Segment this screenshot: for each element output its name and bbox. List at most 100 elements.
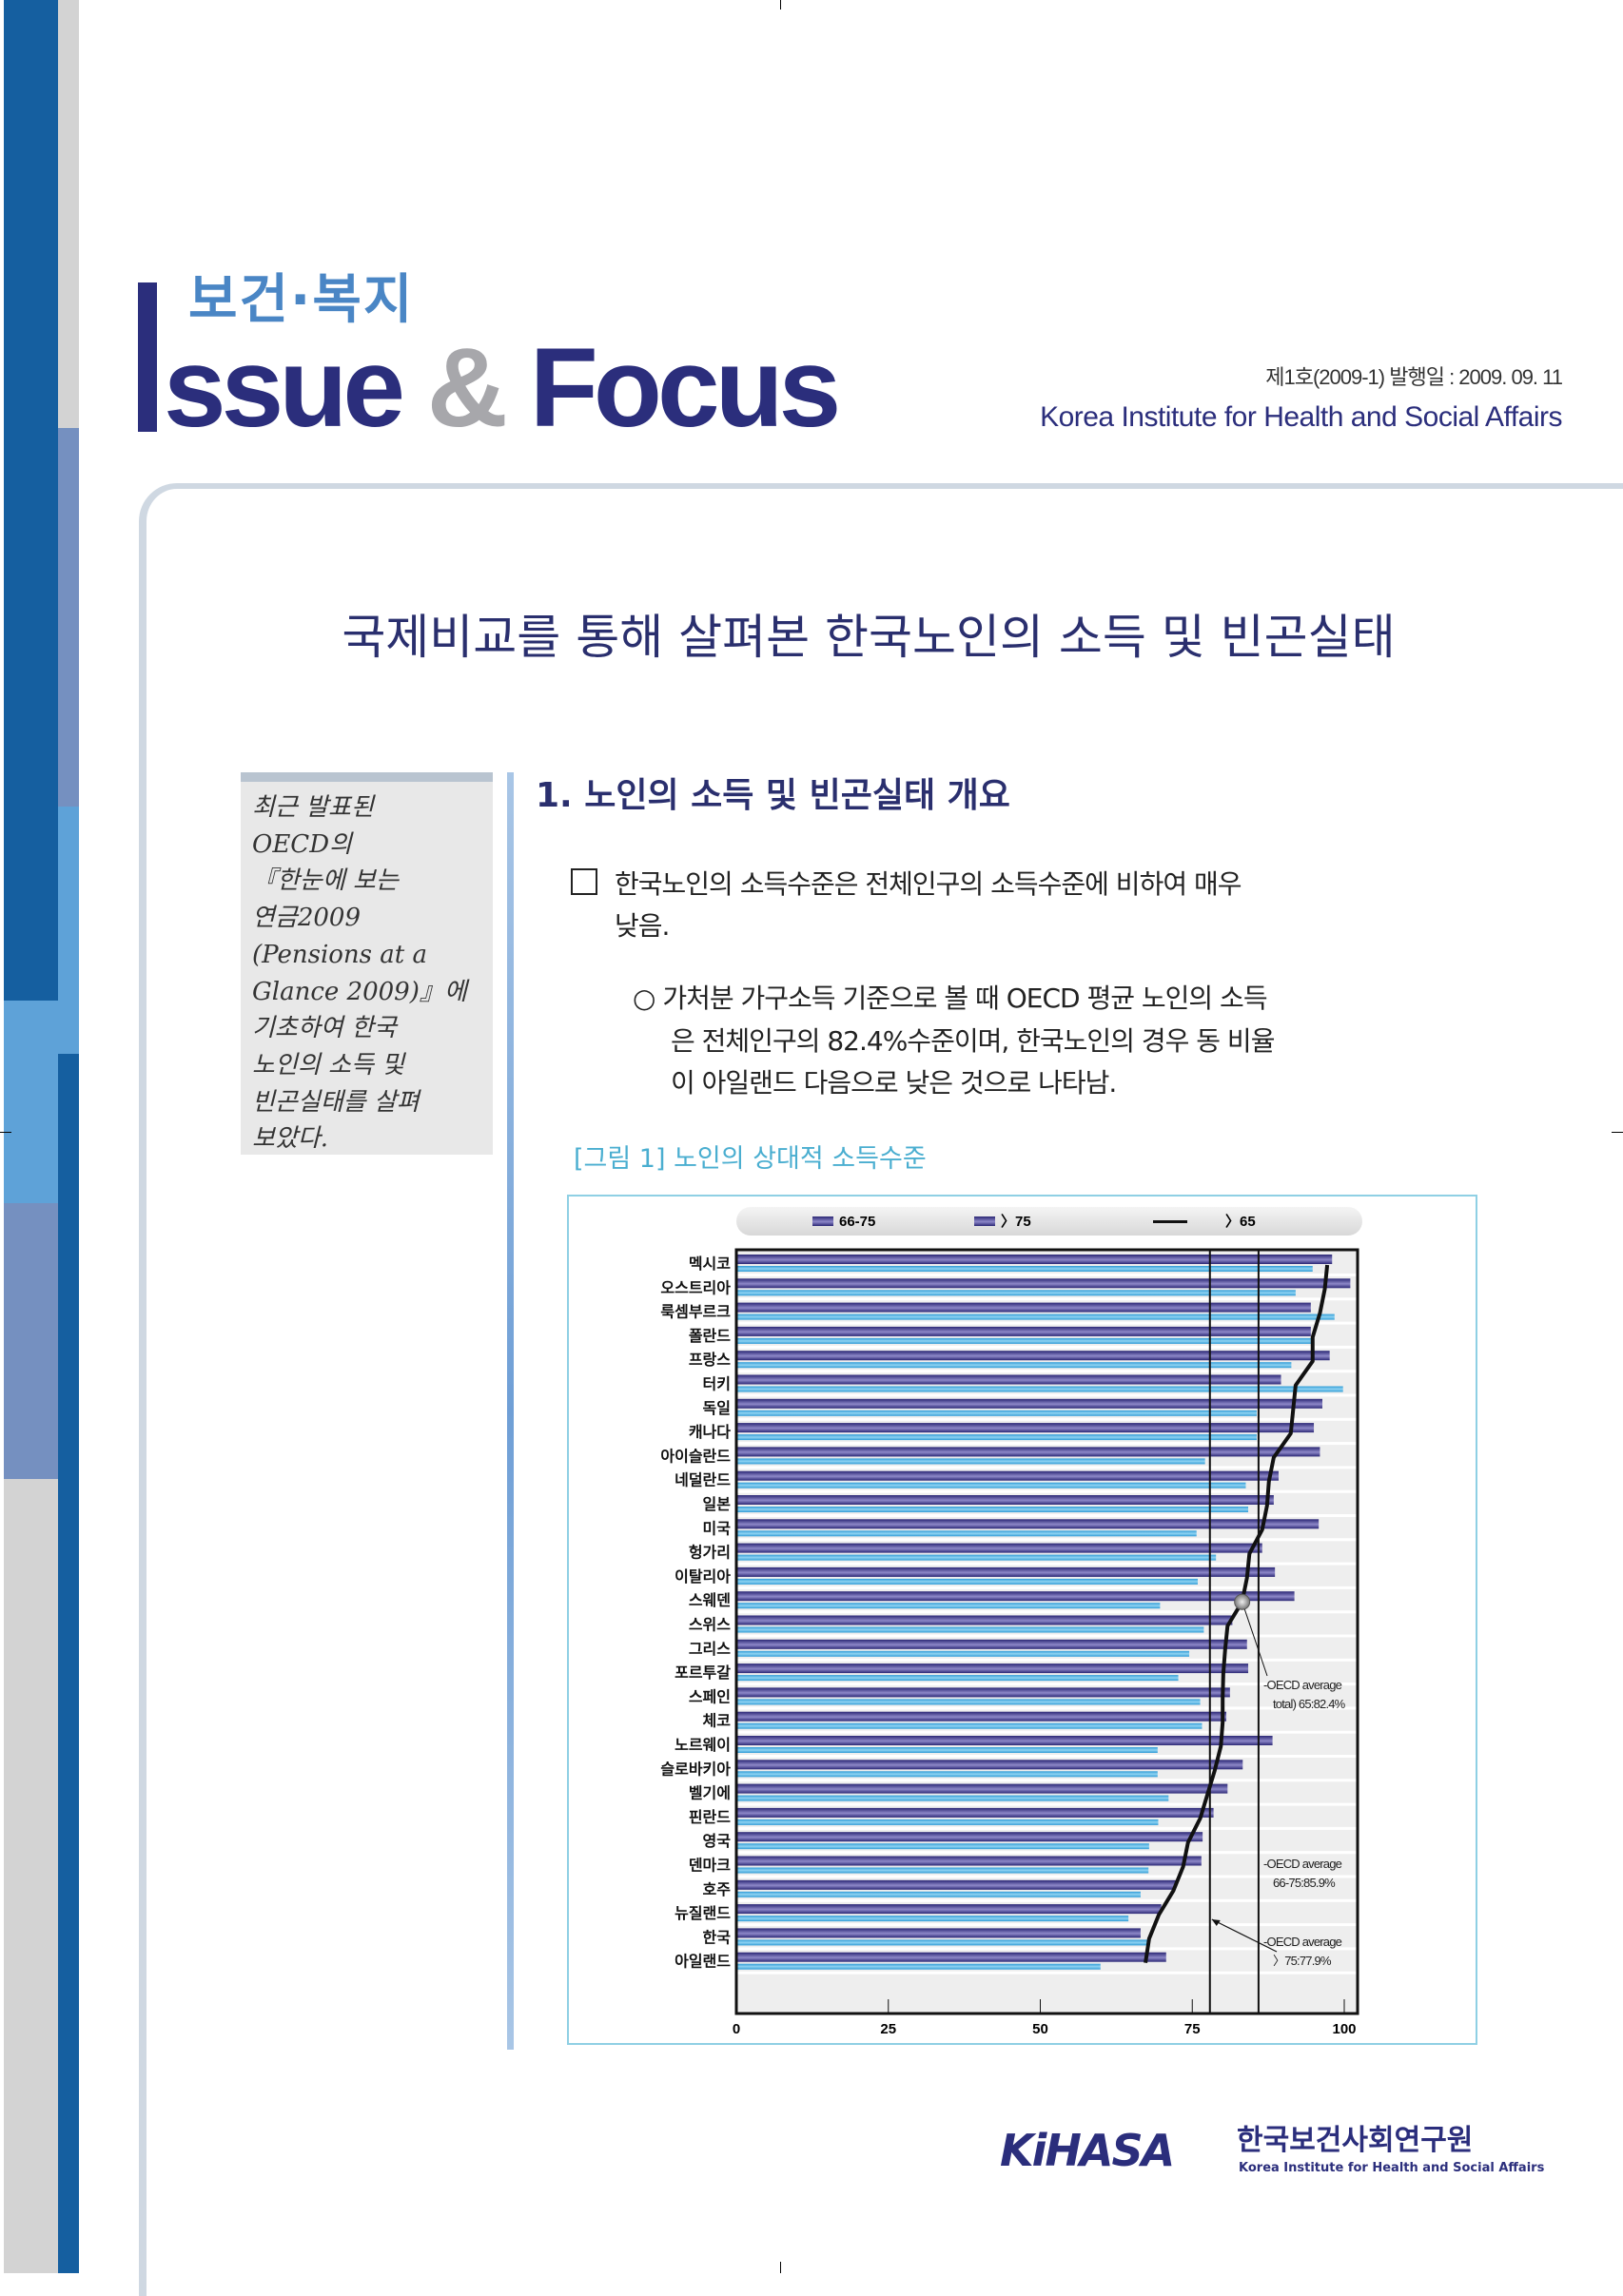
category-label: 덴마크 bbox=[689, 1857, 731, 1875]
category-label: 캐나다 bbox=[689, 1423, 731, 1441]
row-separator bbox=[736, 1538, 1358, 1542]
category-label: 벨기에 bbox=[689, 1784, 731, 1802]
summary-line: 연금2009 bbox=[252, 904, 362, 933]
bar-66-75 bbox=[736, 1736, 1273, 1745]
bar-over-75 bbox=[736, 1362, 1292, 1369]
row-separator bbox=[736, 1898, 1358, 1902]
issue-info: 제1호(2009-1) 발행일 : 2009. 09. 11 bbox=[1265, 365, 1563, 389]
summary-line: 기초하여 한국 bbox=[252, 1014, 397, 1043]
summary-line: 보았다. bbox=[252, 1124, 329, 1154]
row-separator bbox=[736, 1514, 1358, 1517]
category-label: 영국 bbox=[703, 1832, 732, 1850]
legend-label: 〉65 bbox=[1225, 1213, 1256, 1230]
legend-swatch-66-75 bbox=[812, 1216, 833, 1226]
content-panel-frame bbox=[139, 483, 1623, 2296]
bar-66-75 bbox=[736, 1664, 1249, 1674]
category-label: 이탈리아 bbox=[675, 1567, 731, 1586]
row-separator bbox=[736, 1658, 1358, 1662]
bar-66-75 bbox=[736, 1639, 1247, 1649]
bar-66-75 bbox=[736, 1326, 1311, 1336]
logo-ampersand: & bbox=[426, 325, 508, 451]
row-separator bbox=[736, 1610, 1358, 1614]
bar-over-75 bbox=[736, 1410, 1257, 1416]
row-separator bbox=[736, 1466, 1358, 1469]
category-label: 호주 bbox=[703, 1880, 732, 1898]
logo-word-focus: Focus bbox=[529, 325, 841, 451]
decorative-strip bbox=[4, 0, 58, 1001]
decorative-strip bbox=[4, 1001, 58, 1203]
category-label: 스페인 bbox=[689, 1687, 731, 1705]
bar-66-75 bbox=[736, 1832, 1203, 1842]
category-label: 멕시코 bbox=[689, 1255, 731, 1273]
legend-label: 〉75 bbox=[1001, 1213, 1031, 1230]
summary-line: Glance 2009)』에 bbox=[252, 977, 467, 1006]
logo-subtitle: 보건·복지 bbox=[188, 269, 415, 331]
bullet-paragraph: 한국노인의 소득수준은 전체인구의 소득수준에 비하여 매우 낮음. bbox=[571, 864, 1242, 947]
legend-swatch-over-65-line bbox=[1153, 1220, 1187, 1223]
bar-66-75 bbox=[736, 1374, 1281, 1385]
category-label: 스웨덴 bbox=[689, 1591, 731, 1609]
crop-mark bbox=[780, 0, 781, 10]
row-separator bbox=[736, 1875, 1358, 1878]
summary-line: 『한눈에 보는 bbox=[252, 866, 399, 896]
category-label: 독일 bbox=[703, 1399, 731, 1417]
bar-over-75 bbox=[736, 1337, 1311, 1344]
bar-66-75 bbox=[736, 1879, 1176, 1890]
annotation-over-75-value: 〉75:77.9% bbox=[1273, 1954, 1332, 1968]
plot-border bbox=[734, 1248, 1359, 2015]
bar-over-75 bbox=[736, 1650, 1190, 1657]
bar-66-75 bbox=[736, 1423, 1315, 1433]
summary-box: 최근 발표된 OECD의 『한눈에 보는 연금2009 (Pensions at… bbox=[241, 772, 493, 1155]
bar-66-75 bbox=[736, 1495, 1274, 1505]
annotation-total: -OECD average bbox=[1263, 1678, 1342, 1692]
decorative-strip bbox=[58, 807, 79, 1054]
summary-line: (Pensions at a bbox=[252, 940, 427, 969]
category-label: 스위스 bbox=[689, 1616, 731, 1634]
oecd-average-marker bbox=[1234, 1593, 1251, 1610]
row-separator bbox=[736, 1489, 1358, 1493]
category-label: 한국 bbox=[703, 1928, 732, 1946]
logo-letter-i bbox=[138, 282, 157, 432]
row-separator bbox=[736, 1826, 1358, 1830]
bar-66-75 bbox=[736, 1856, 1202, 1866]
arrow-head-icon bbox=[1211, 1919, 1221, 1926]
paragraph-line: 이 아일랜드 다음으로 낮은 것으로 나타남. bbox=[671, 1067, 1117, 1099]
bar-66-75 bbox=[736, 1543, 1262, 1553]
category-label: 핀란드 bbox=[689, 1808, 731, 1826]
annotation-66-75: -OECD average bbox=[1263, 1857, 1342, 1871]
annotation-over-75: -OECD average bbox=[1263, 1935, 1342, 1949]
bar-over-75 bbox=[736, 1434, 1257, 1441]
document-title: 국제비교를 통해 살펴본 한국노인의 소득 및 빈곤실태 bbox=[342, 610, 1396, 665]
x-tick-label: 75 bbox=[1184, 2021, 1201, 2037]
income-bar-chart: 66-75 〉75 〉65 멕시코오스트리아룩셈부르크폴란드프랑스터키독일캐나다… bbox=[660, 1207, 1362, 2037]
row-separator bbox=[736, 1417, 1358, 1421]
row-separator bbox=[736, 1947, 1358, 1951]
summary-line: 노인의 소득 및 bbox=[252, 1050, 405, 1080]
bar-66-75 bbox=[736, 1302, 1311, 1313]
annotation-arrow bbox=[1211, 1918, 1278, 1953]
bar-over-75 bbox=[736, 1699, 1201, 1705]
bar-over-75 bbox=[736, 1458, 1205, 1465]
figure-caption: [그림 1] 노인의 상대적 소득수준 bbox=[574, 1144, 927, 1174]
summary-line: OECD의 bbox=[252, 829, 352, 859]
bar-over-75 bbox=[736, 1530, 1197, 1537]
decorative-strip bbox=[4, 1479, 58, 2273]
line-over-65 bbox=[1144, 1264, 1330, 1963]
row-separator bbox=[736, 1802, 1358, 1806]
bar-over-75 bbox=[736, 1578, 1199, 1585]
bar-over-75 bbox=[736, 1916, 1129, 1922]
square-bullet-icon bbox=[571, 868, 597, 895]
category-label: 슬로바키아 bbox=[660, 1760, 731, 1778]
bar-over-75 bbox=[736, 1554, 1217, 1561]
bar-66-75 bbox=[736, 1711, 1227, 1722]
bar-over-75 bbox=[736, 1603, 1161, 1609]
bar-over-75 bbox=[736, 1386, 1343, 1392]
category-label: 뉴질랜드 bbox=[675, 1904, 731, 1922]
category-label: 룩셈부르크 bbox=[660, 1303, 731, 1321]
category-label: 아이슬란드 bbox=[660, 1447, 731, 1465]
row-separator bbox=[736, 1297, 1358, 1301]
category-label: 노르웨이 bbox=[675, 1736, 731, 1754]
row-separator bbox=[736, 1345, 1358, 1349]
bar-over-75 bbox=[736, 1771, 1158, 1778]
paragraph-line: 은 전체인구의 82.4%수준이며, 한국노인의 경우 동 비율 bbox=[671, 1024, 1275, 1057]
